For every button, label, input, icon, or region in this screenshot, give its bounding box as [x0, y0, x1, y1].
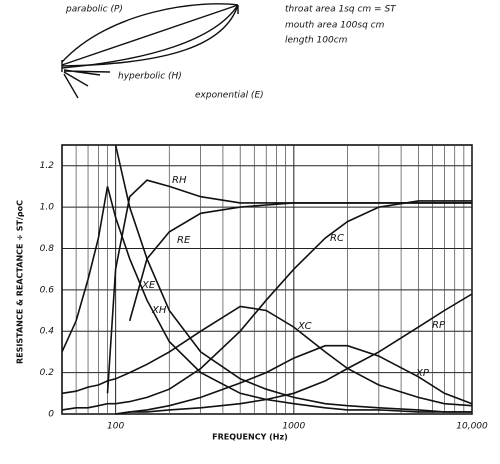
series-label: XP: [415, 368, 430, 379]
series-label: XE: [141, 280, 156, 291]
x-axis-label: FREQUENCY (Hz): [212, 433, 288, 442]
x-tick-label: 100: [107, 422, 124, 432]
series-line: [106, 179, 472, 394]
series-label: XH: [151, 305, 167, 316]
y-tick-label: 1.0: [40, 203, 55, 213]
series-line: [61, 186, 472, 413]
series-label: RP: [432, 320, 446, 331]
hyperbolic-outline: [61, 4, 239, 67]
diagram-label: exponential (E): [195, 91, 264, 101]
series-line: [114, 144, 472, 413]
diagram-label: hyperbolic (H): [118, 72, 182, 82]
diagram-label: parabolic (P): [65, 5, 123, 15]
diagram-note: length 100cm: [285, 36, 348, 46]
series-line: [115, 344, 473, 415]
horn-axis: [61, 4, 239, 66]
diagram-note: mouth area 100sq cm: [285, 21, 385, 31]
throat-lines: [63, 69, 111, 99]
y-tick-label: 0.6: [40, 285, 55, 295]
plot-frame: [61, 144, 473, 415]
series-line: [61, 200, 472, 411]
series-label: RE: [177, 235, 191, 246]
diagram-note: throat area 1sq cm = ST: [285, 5, 397, 15]
x-tick-label: 1000: [282, 422, 305, 432]
y-axis-label: RESISTANCE & REACTANCE ÷ ST/ρoC: [16, 200, 25, 364]
horn-diagram: [61, 3, 239, 99]
series-label: RH: [172, 175, 187, 186]
series-line: [115, 293, 473, 415]
series-line: [61, 305, 473, 407]
y-tick-label: 0.8: [40, 244, 55, 254]
parabolic-outline: [61, 3, 239, 63]
x-tick-label: 10,000: [456, 422, 488, 432]
y-tick-label: 1.2: [40, 161, 55, 171]
y-tick-label: 0: [48, 410, 54, 420]
series-line: [128, 202, 472, 322]
series-label: XC: [297, 321, 312, 332]
y-tick-label: 0.2: [40, 368, 55, 378]
series-label: RC: [330, 233, 344, 244]
y-tick-label: 0.4: [40, 327, 55, 337]
